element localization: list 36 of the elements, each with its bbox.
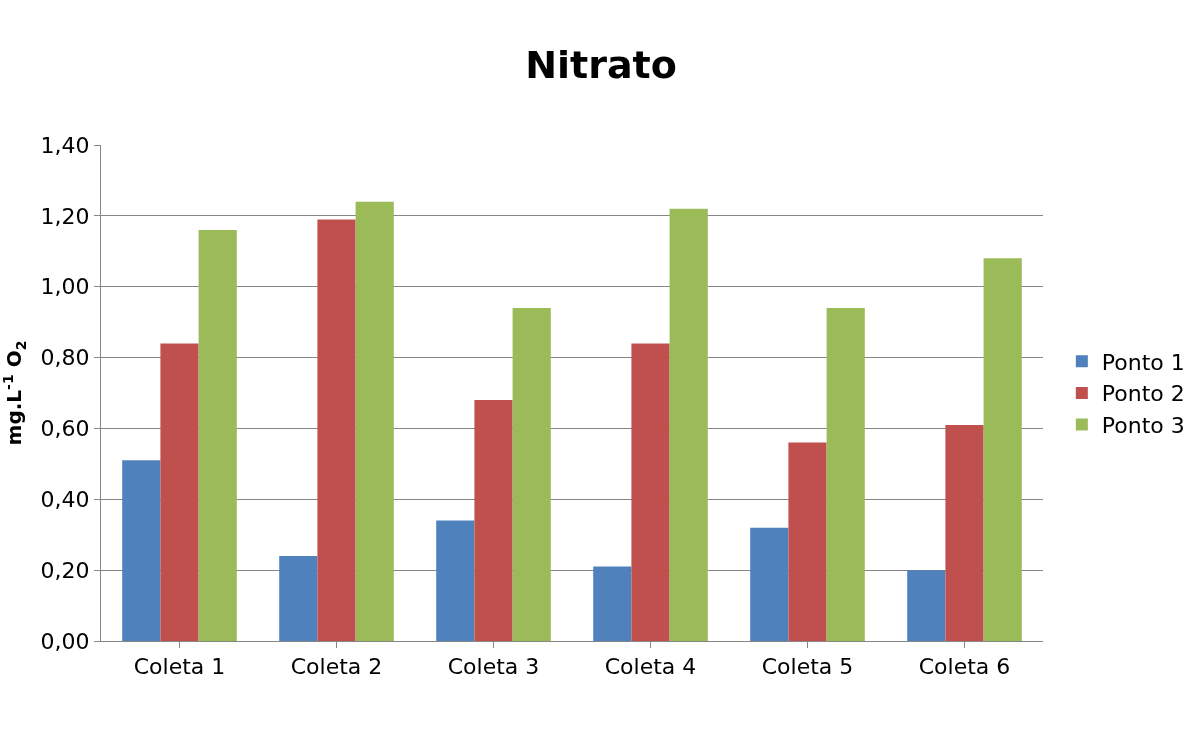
legend-label: Ponto 3 bbox=[1101, 413, 1185, 439]
bar bbox=[983, 258, 1022, 641]
x-tick-label: Coleta 5 bbox=[761, 654, 854, 680]
y-tick-label: 1,20 bbox=[40, 203, 90, 229]
x-tick-label: Coleta 4 bbox=[604, 654, 697, 680]
bar bbox=[512, 307, 551, 641]
bar bbox=[198, 230, 237, 641]
y-tick-label: 0,00 bbox=[40, 628, 90, 654]
y-tick-label: 1,00 bbox=[40, 274, 90, 300]
bar bbox=[907, 570, 946, 641]
legend-label: Ponto 1 bbox=[1101, 349, 1185, 375]
legend-label: Ponto 2 bbox=[1101, 381, 1185, 407]
bar bbox=[474, 400, 513, 641]
y-tick-label: 0,40 bbox=[40, 486, 90, 512]
bar bbox=[436, 520, 475, 641]
x-tick-label: Coleta 1 bbox=[133, 654, 226, 680]
bar bbox=[826, 307, 865, 641]
bar bbox=[593, 566, 632, 641]
chart-title: Nitrato bbox=[525, 42, 677, 87]
bar bbox=[788, 442, 827, 641]
bar bbox=[355, 201, 394, 641]
x-tick-label: Coleta 2 bbox=[290, 654, 383, 680]
y-tick-label: 1,40 bbox=[40, 132, 90, 158]
x-tick-label: Coleta 6 bbox=[918, 654, 1011, 680]
bar bbox=[945, 424, 984, 641]
bar bbox=[750, 527, 789, 641]
bar bbox=[669, 208, 708, 641]
bar bbox=[122, 460, 161, 641]
bar bbox=[279, 555, 318, 641]
bar bbox=[160, 343, 199, 641]
bar bbox=[317, 219, 356, 641]
y-tick-label: 0,60 bbox=[40, 416, 90, 442]
x-tick-label: Coleta 3 bbox=[447, 654, 540, 680]
y-tick-label: 0,20 bbox=[40, 557, 90, 583]
y-tick-label: 0,80 bbox=[40, 345, 90, 371]
bar bbox=[631, 343, 670, 641]
